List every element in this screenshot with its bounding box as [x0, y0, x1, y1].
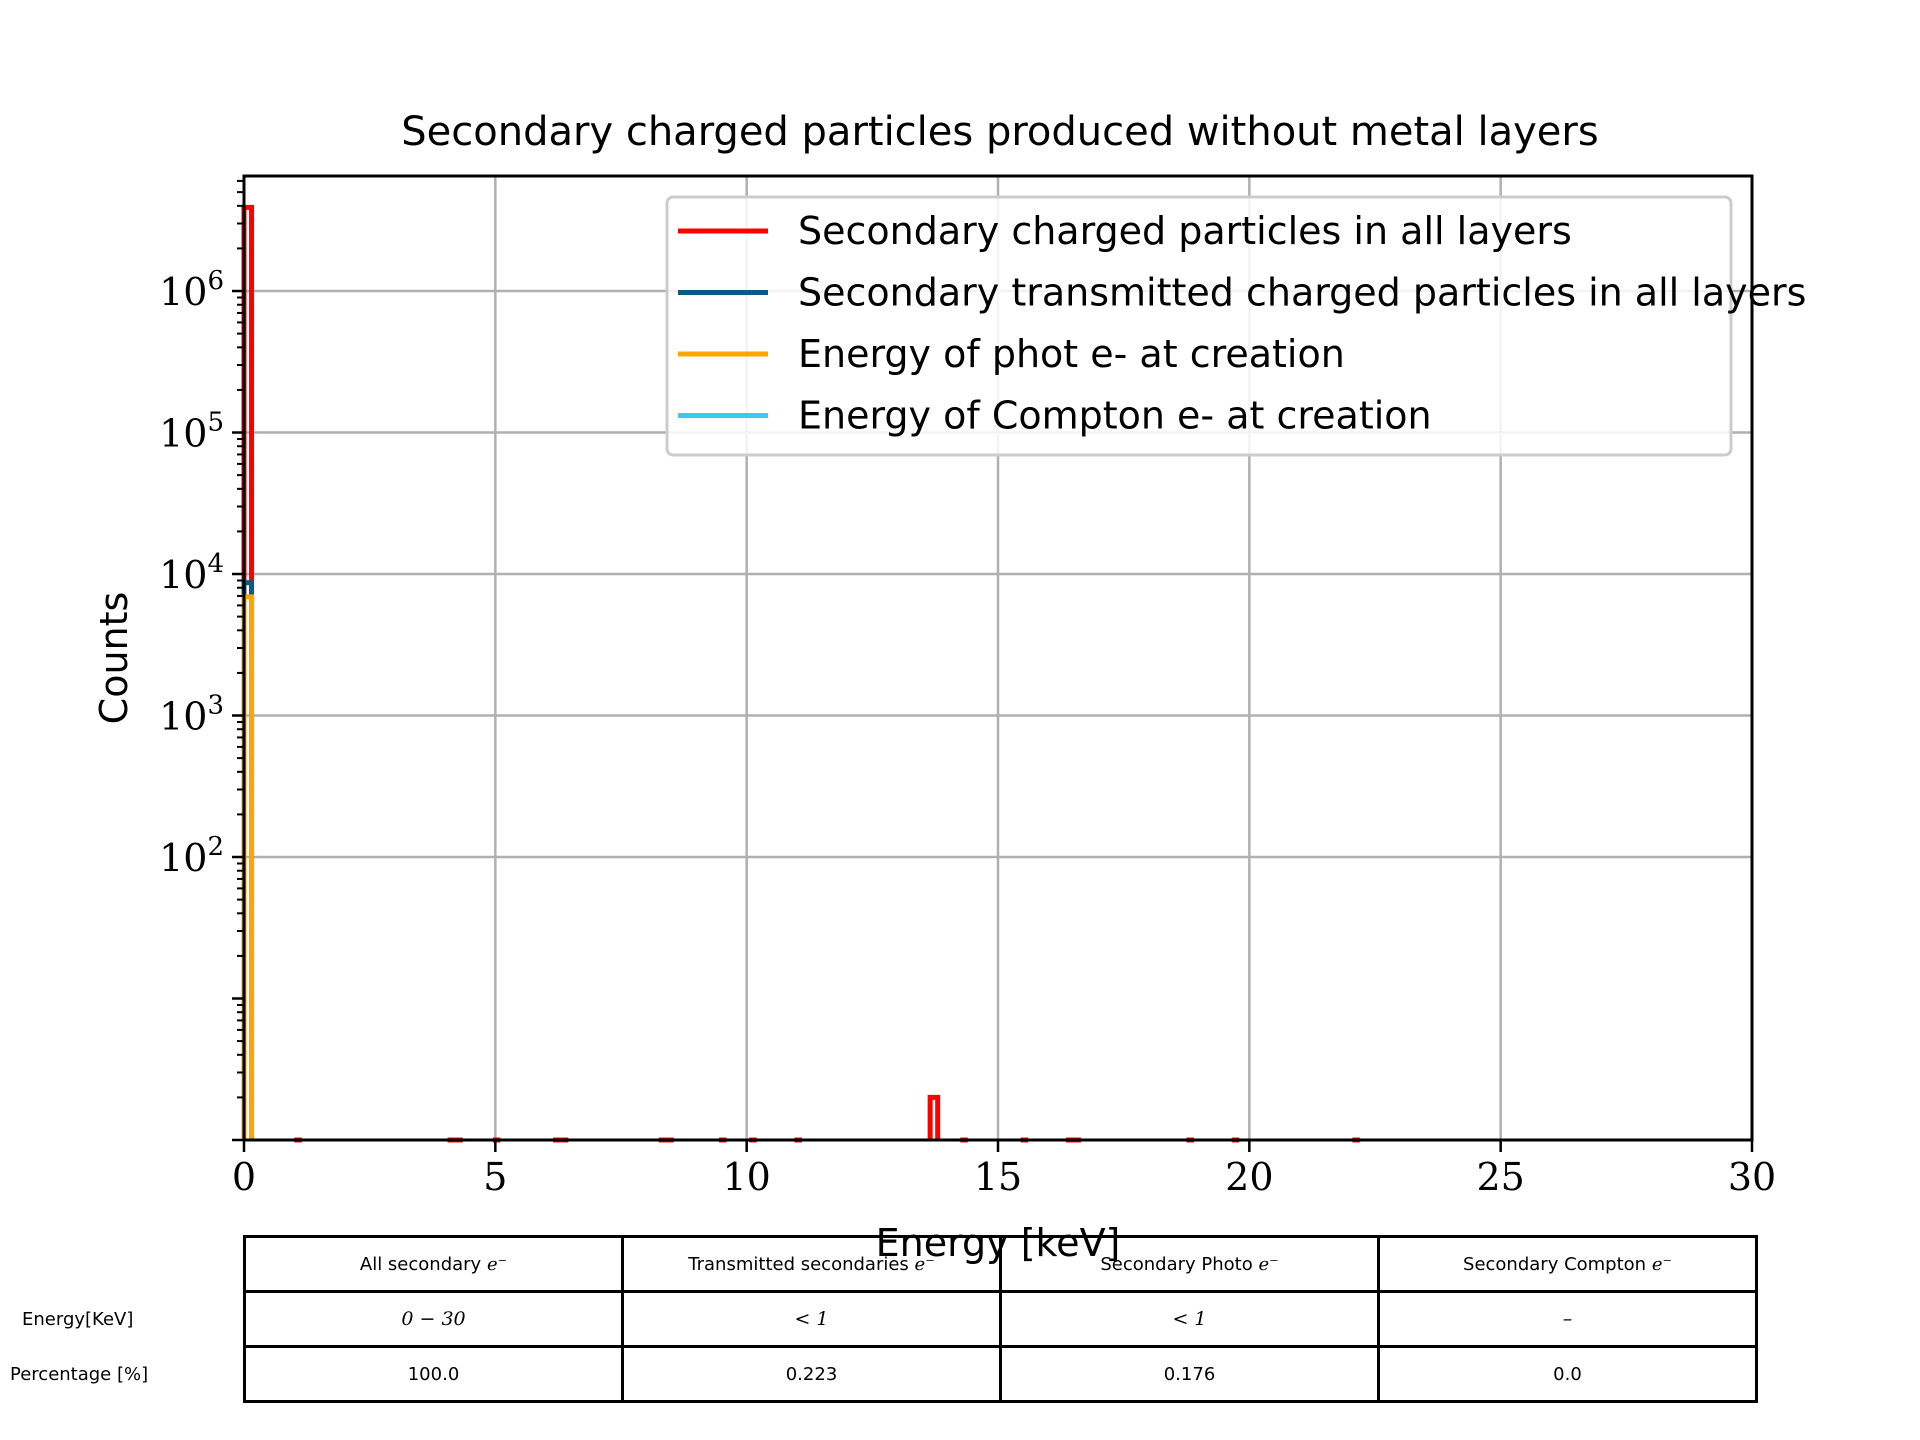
x-tick-label: 0 — [232, 1155, 256, 1199]
table-header-cell: Secondary Compton e⁻ — [1377, 1235, 1758, 1293]
x-tick-label: 5 — [483, 1155, 507, 1199]
stats-table: All secondary e⁻ Transmitted secondaries… — [0, 1235, 1758, 1403]
table-cell: 0.176 — [999, 1345, 1380, 1403]
y-axis-label: Counts — [92, 592, 136, 725]
table-header-cell: Transmitted secondaries e⁻ — [621, 1235, 1002, 1293]
table-header-cell: All secondary e⁻ — [243, 1235, 624, 1293]
chart-title: Secondary charged particles produced wit… — [401, 109, 1598, 155]
table-cell: – — [1377, 1290, 1758, 1348]
legend: Secondary charged particles in all layer… — [665, 195, 1806, 457]
table-cell: 0.223 — [621, 1345, 1002, 1403]
row-label: Percentage [%] — [10, 1363, 149, 1385]
legend-label: Secondary transmitted charged particles … — [798, 271, 1806, 315]
table-row: Percentage [%] 100.0 0.223 0.176 0.0 — [0, 1345, 1758, 1403]
table-cell: < 1 — [999, 1290, 1380, 1348]
y-tick-label: 103 — [159, 691, 224, 739]
legend-box — [665, 195, 1733, 457]
table-corner — [0, 1237, 245, 1292]
legend-label: Secondary charged particles in all layer… — [798, 209, 1572, 253]
row-label: Energy[KeV] — [22, 1308, 134, 1330]
x-tick-label: 30 — [1728, 1155, 1776, 1199]
histogram-bar — [927, 1094, 941, 1140]
y-axis-ticks: 102 103 104 105 106 — [159, 179, 244, 1142]
x-tick-label: 25 — [1476, 1155, 1524, 1199]
legend-label: Energy of phot e- at creation — [798, 332, 1345, 376]
table-cell: 100.0 — [243, 1345, 624, 1403]
x-tick-label: 20 — [1225, 1155, 1273, 1199]
legend-label: Energy of Compton e- at creation — [798, 394, 1432, 438]
table-cell: 0 − 30 — [243, 1290, 624, 1348]
y-tick-label: 104 — [159, 549, 224, 597]
x-tick-label: 10 — [722, 1155, 770, 1199]
y-tick-label: 105 — [159, 408, 224, 456]
table-row: Energy[KeV] 0 − 30 < 1 < 1 – — [0, 1290, 1758, 1348]
x-tick-label: 15 — [974, 1155, 1022, 1199]
table-cell: < 1 — [621, 1290, 1002, 1348]
y-tick-label: 106 — [159, 266, 224, 314]
x-axis-ticks: 0 5 10 15 20 25 30 — [232, 1140, 1776, 1199]
table-header-row: All secondary e⁻ Transmitted secondaries… — [0, 1235, 1758, 1293]
table-header-cell: Secondary Photo e⁻ — [999, 1235, 1380, 1293]
y-tick-label: 102 — [159, 832, 224, 880]
table-cell: 0.0 — [1377, 1345, 1758, 1403]
